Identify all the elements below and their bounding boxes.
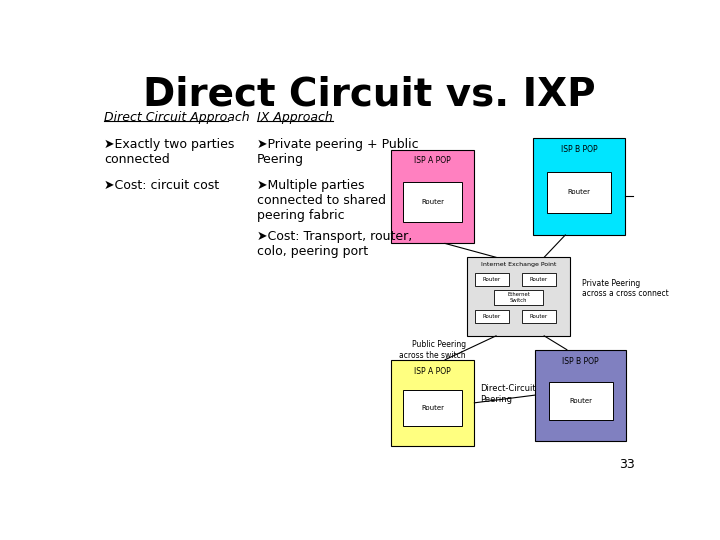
Text: Private Peering
across a cross connect: Private Peering across a cross connect [582, 279, 669, 298]
Text: Router: Router [421, 199, 444, 205]
Text: Router: Router [421, 405, 444, 411]
Text: Router: Router [567, 190, 590, 195]
Text: Ethernet
Switch: Ethernet Switch [507, 292, 530, 303]
Bar [467, 257, 570, 336]
Bar [535, 350, 626, 441]
Text: ➤Exactly two parties
connected: ➤Exactly two parties connected [104, 138, 234, 166]
Text: ISP B POP: ISP B POP [562, 356, 599, 366]
Text: ISP B POP: ISP B POP [561, 145, 598, 154]
Bar [403, 390, 462, 426]
Text: Direct-Circuit
Peering: Direct-Circuit Peering [480, 384, 536, 404]
Bar [522, 273, 557, 286]
Bar [494, 291, 543, 305]
Text: 33: 33 [619, 457, 635, 470]
Bar [474, 309, 509, 323]
Bar [391, 150, 474, 244]
Bar [522, 309, 557, 323]
Text: ISP A POP: ISP A POP [414, 367, 451, 376]
Text: IX Approach: IX Approach [256, 111, 333, 124]
Text: Router: Router [483, 314, 501, 319]
Text: Internet Exchange Point: Internet Exchange Point [481, 262, 557, 267]
Bar [549, 381, 613, 420]
Text: ➤Cost: Transport, router,
colo, peering port: ➤Cost: Transport, router, colo, peering … [256, 231, 412, 258]
Bar [474, 273, 509, 286]
Bar [403, 183, 462, 222]
Bar [547, 172, 611, 213]
Text: Router: Router [569, 397, 592, 403]
Text: Router: Router [483, 277, 501, 282]
Bar [391, 360, 474, 446]
Bar [534, 138, 625, 235]
Text: ➤Cost: circuit cost: ➤Cost: circuit cost [104, 179, 219, 192]
Text: Router: Router [530, 314, 548, 319]
Text: ➤Multiple parties
connected to shared
peering fabric: ➤Multiple parties connected to shared pe… [256, 179, 386, 222]
Text: ➤Private peering + Public
Peering: ➤Private peering + Public Peering [256, 138, 418, 166]
Text: ISP A POP: ISP A POP [414, 157, 451, 165]
Text: Direct Circuit Approach: Direct Circuit Approach [104, 111, 250, 124]
Text: Router: Router [530, 277, 548, 282]
Text: Direct Circuit vs. IXP: Direct Circuit vs. IXP [143, 75, 595, 113]
Text: Public Peering
across the switch: Public Peering across the switch [400, 340, 466, 360]
